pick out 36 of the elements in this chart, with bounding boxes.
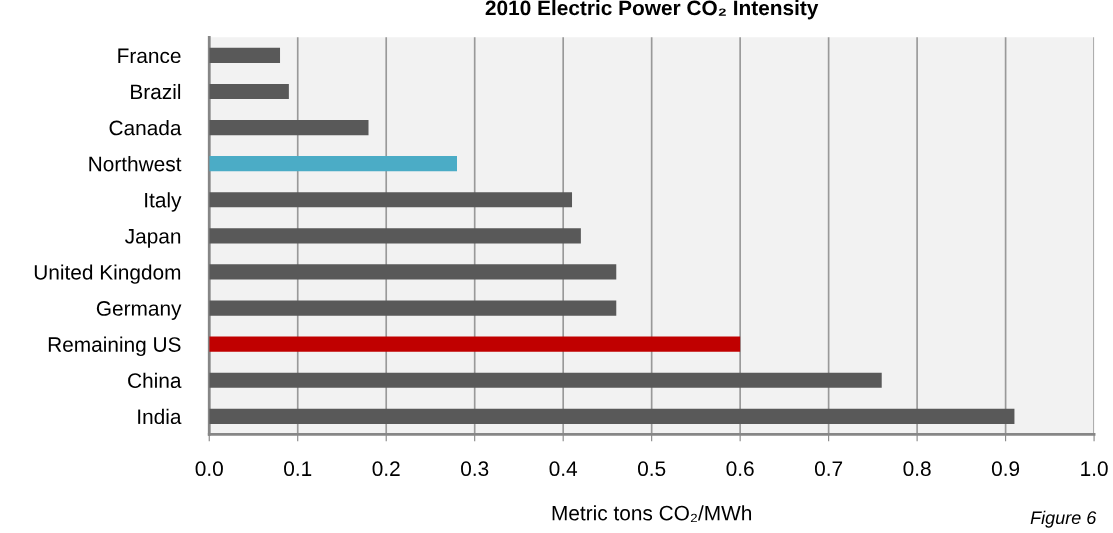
y-tick-label: Canada <box>109 120 182 136</box>
bar <box>209 264 617 280</box>
bar <box>209 408 1015 424</box>
bar <box>209 192 573 208</box>
x-tick-label: 0.9 <box>991 461 1020 477</box>
y-tick-label: Germany <box>96 301 182 320</box>
bar <box>209 228 581 244</box>
x-tick-label: 1.0 <box>1081 461 1108 477</box>
y-tick-label: Remaining US <box>48 336 181 357</box>
x-tick-label: 0.8 <box>903 461 931 477</box>
bar <box>209 119 369 136</box>
y-tick-label: France <box>118 48 181 64</box>
y-tick-label: Brazil <box>131 83 181 100</box>
y-tick-label: Italy <box>145 192 182 212</box>
y-tick-label: United Kingdom <box>34 264 181 284</box>
x-tick-label: 0.1 <box>284 461 312 477</box>
x-tick-label: 0.5 <box>638 461 666 477</box>
bar <box>209 83 289 100</box>
x-tick-label: 0.0 <box>195 461 223 477</box>
x-tick-label: 0.2 <box>372 461 400 477</box>
y-tick-label: India <box>138 408 182 425</box>
chart-title: 2010 Electric Power CO₂ Intensity <box>485 0 819 20</box>
bar <box>209 156 457 172</box>
x-tick-label: 0.4 <box>549 461 578 477</box>
bar <box>209 47 281 63</box>
y-tick-label: China <box>128 372 182 388</box>
x-tick-label: 0.3 <box>461 461 489 477</box>
bar <box>209 372 882 388</box>
bar <box>209 336 741 352</box>
y-tick-label: Japan <box>125 229 181 248</box>
bar <box>209 300 617 316</box>
x-tick-label: 0.6 <box>726 461 754 477</box>
caption: Figure 6 <box>1030 510 1097 528</box>
x-axis-title: Metric tons CO₂/MWh <box>552 505 752 523</box>
x-tick-label: 0.7 <box>814 461 843 477</box>
y-tick-label: Northwest <box>89 156 182 172</box>
